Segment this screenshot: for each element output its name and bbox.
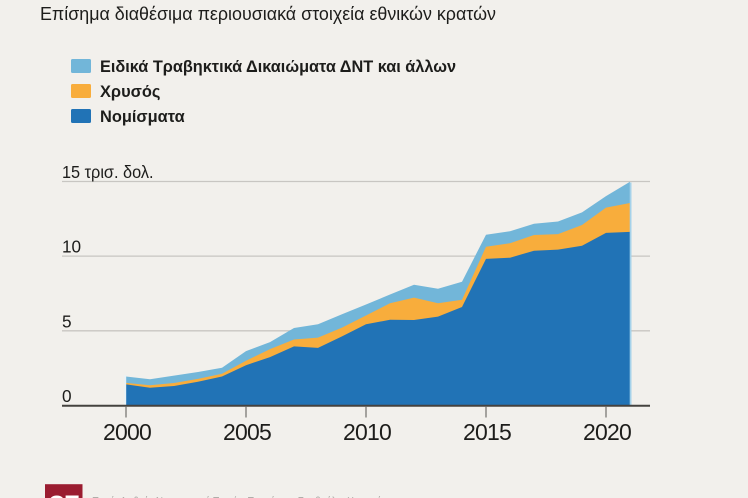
svg-text:Πηγή: Διεθνές Νομισματικό Ταμε: Πηγή: Διεθνές Νομισματικό Ταμείο, Παγκόσ…	[92, 494, 382, 498]
svg-text:Ειδικά Τραβηκτικά Δικαιώματα Δ: Ειδικά Τραβηκτικά Δικαιώματα ΔΝΤ και άλλ…	[100, 58, 456, 76]
svg-text:10: 10	[62, 237, 81, 257]
svg-text:5: 5	[62, 311, 72, 331]
svg-text:Χρυσός: Χρυσός	[100, 83, 160, 101]
svg-text:Νομίσματα: Νομίσματα	[100, 108, 185, 126]
svg-text:2010: 2010	[343, 419, 391, 445]
svg-text:2020: 2020	[583, 419, 631, 445]
svg-text:0: 0	[62, 386, 72, 406]
svg-text:15 τρισ. δολ.: 15 τρισ. δολ.	[62, 162, 154, 182]
svg-text:Επίσημα διαθέσιμα περιουσιακά: Επίσημα διαθέσιμα περιουσιακά στοιχεία ε…	[40, 4, 496, 24]
svg-text:2005: 2005	[223, 419, 271, 445]
svg-text:ΟΤ: ΟΤ	[48, 491, 79, 498]
svg-text:2000: 2000	[103, 419, 151, 445]
svg-text:2015: 2015	[463, 419, 511, 445]
